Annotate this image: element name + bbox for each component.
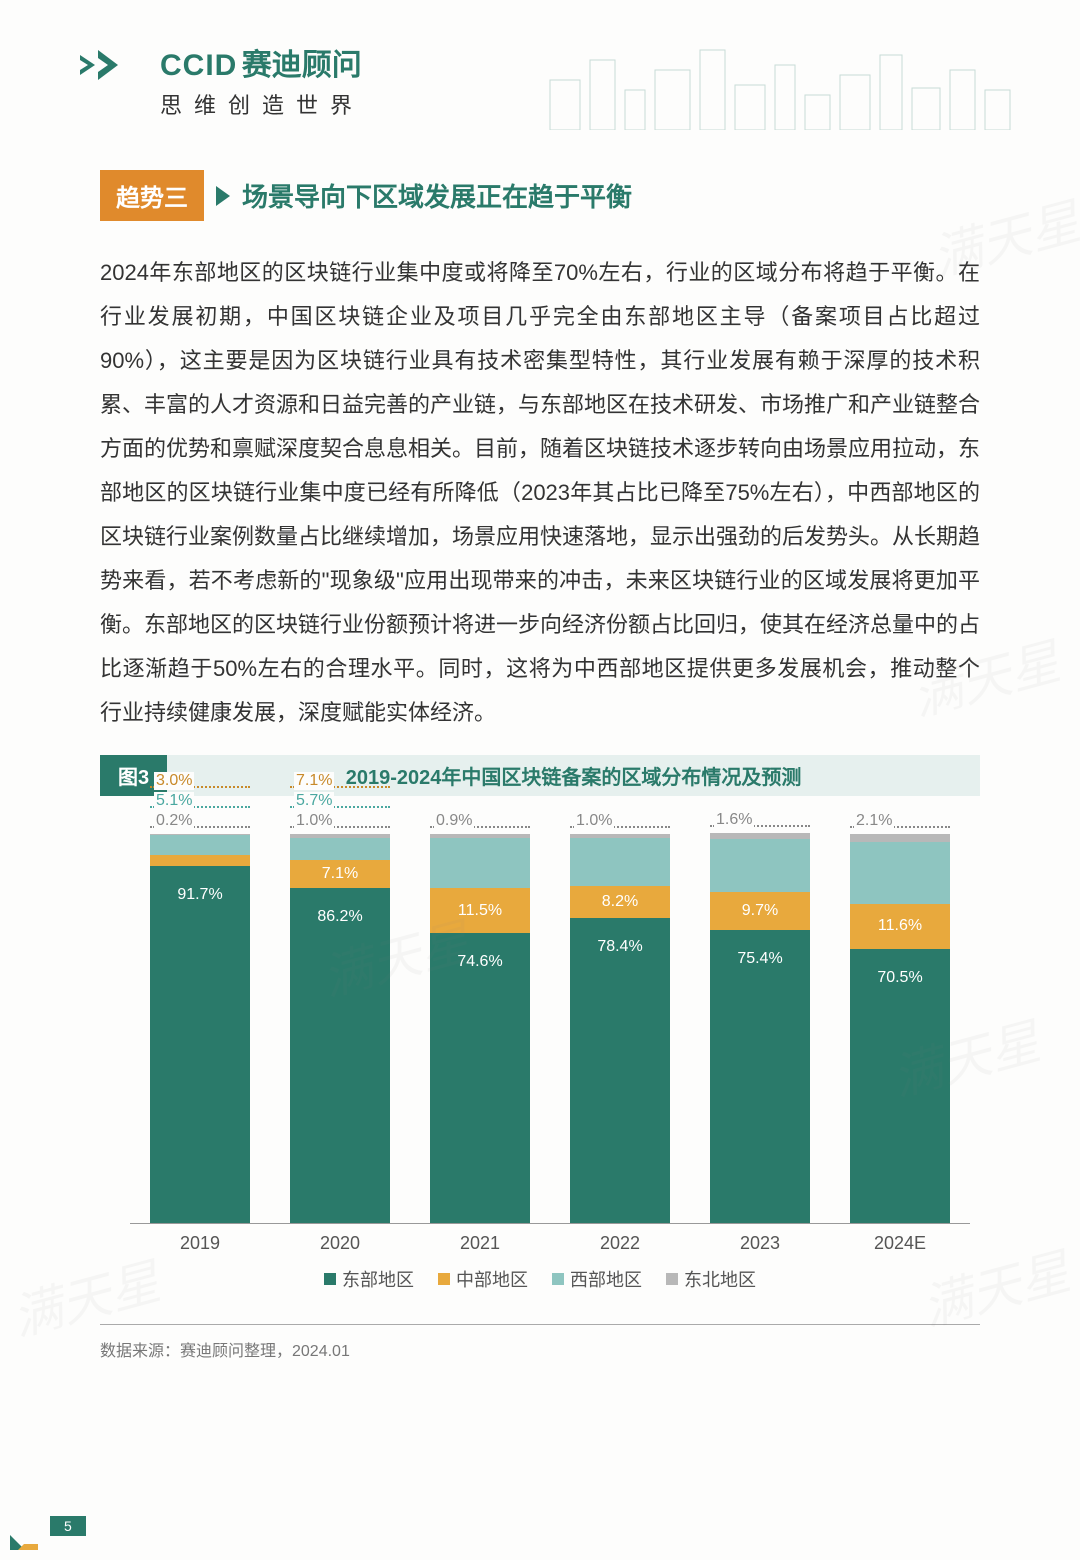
- chart-plot: 91.7%0.2%5.1%3.0%86.2%7.1%1.0%5.7%7.1%74…: [130, 834, 970, 1224]
- chart-title: 2019-2024年中国区块链备案的区域分布情况及预测: [167, 755, 980, 796]
- segment-label-above: 5.7%: [294, 792, 334, 810]
- bar-segment: [150, 855, 250, 867]
- segment-label: 8.2%: [570, 893, 670, 911]
- segment-label: 11.6%: [850, 917, 950, 935]
- segment-label-above: 1.0%: [294, 812, 334, 830]
- legend-item: 西部地区: [552, 1266, 642, 1292]
- bar-column: 91.7%0.2%5.1%3.0%: [150, 834, 250, 1224]
- bar-segment: 86.2%: [290, 888, 390, 1224]
- legend-swatch: [666, 1273, 678, 1285]
- segment-label-above: 3.0%: [154, 772, 194, 790]
- bar-segment: 75.4%: [710, 930, 810, 1224]
- bar-segment: 11.6%: [850, 904, 950, 949]
- segment-label: 74.6%: [430, 953, 530, 971]
- bar-column: 70.5%11.6%2.1%: [850, 834, 950, 1224]
- segment-label-above: 2.1%: [854, 812, 894, 830]
- chart-header: 图3 2019-2024年中国区块链备案的区域分布情况及预测: [100, 755, 980, 796]
- bar-segment: [850, 842, 950, 904]
- legend-label: 中部地区: [456, 1266, 528, 1292]
- brand-tagline: 思维创造世界: [160, 88, 364, 120]
- bar-segment: [570, 834, 670, 838]
- bar-segment: [430, 834, 530, 838]
- chart-area: 91.7%0.2%5.1%3.0%86.2%7.1%1.0%5.7%7.1%74…: [100, 804, 980, 1304]
- bar-segment: [290, 838, 390, 860]
- legend-label: 西部地区: [570, 1266, 642, 1292]
- bar-segment: [150, 835, 250, 855]
- segment-label-above: 7.1%: [294, 772, 334, 790]
- legend-label: 东部地区: [342, 1266, 414, 1292]
- bar-segment: [150, 834, 250, 835]
- bar-segment: 11.5%: [430, 888, 530, 933]
- bar-segment: 9.7%: [710, 892, 810, 930]
- bar-column: 74.6%11.5%0.9%: [430, 834, 530, 1224]
- legend-swatch: [438, 1273, 450, 1285]
- trend-header: 趋势三 场景导向下区域发展正在趋于平衡: [100, 170, 980, 221]
- x-axis-label: 2019: [150, 1233, 250, 1254]
- segment-label: 9.7%: [710, 902, 810, 920]
- chevron-right-icon: [216, 186, 230, 206]
- bar-segment: 7.1%: [290, 860, 390, 888]
- data-source: 数据来源：赛迪顾问整理，2024.01: [100, 1324, 980, 1361]
- segment-label: 11.5%: [430, 902, 530, 920]
- bar-segment: 8.2%: [570, 886, 670, 918]
- bar-segment: [430, 838, 530, 888]
- bar-segment: [850, 834, 950, 842]
- corner-decoration-icon: [10, 1520, 40, 1550]
- body-paragraph: 2024年东部地区的区块链行业集中度或将降至70%左右，行业的区域分布将趋于平衡…: [100, 251, 980, 735]
- x-axis-label: 2024E: [850, 1233, 950, 1254]
- logo-arrows-icon: [80, 40, 140, 90]
- segment-label: 91.7%: [150, 886, 250, 904]
- brand-latin: CCID: [160, 49, 237, 82]
- segment-label: 86.2%: [290, 908, 390, 926]
- bar-segment: [570, 838, 670, 886]
- chart-legend: 东部地区 中部地区 西部地区 东北地区: [100, 1266, 980, 1292]
- bar-segment: 78.4%: [570, 918, 670, 1224]
- segment-label-above: 1.6%: [714, 811, 754, 829]
- bar-column: 75.4%9.7%1.6%: [710, 833, 810, 1224]
- bar-segment: 91.7%: [150, 866, 250, 1224]
- legend-label: 东北地区: [684, 1266, 756, 1292]
- segment-label-above: 1.0%: [574, 812, 614, 830]
- brand-cn: 赛迪顾问: [242, 49, 362, 82]
- segment-label-above: 5.1%: [154, 792, 194, 810]
- x-axis-label: 2023: [710, 1233, 810, 1254]
- x-axis: 2019 2020 2021 2022 2023 2024E: [130, 1233, 970, 1254]
- segment-label-above: 0.9%: [434, 812, 474, 830]
- segment-label: 75.4%: [710, 950, 810, 968]
- segment-label-above: 0.2%: [154, 812, 194, 830]
- bar-segment: [710, 833, 810, 839]
- legend-item: 东北地区: [666, 1266, 756, 1292]
- x-axis-label: 2020: [290, 1233, 390, 1254]
- segment-label: 78.4%: [570, 938, 670, 956]
- legend-swatch: [552, 1273, 564, 1285]
- bar-segment: 70.5%: [850, 949, 950, 1224]
- bar-segment: [710, 839, 810, 892]
- legend-item: 东部地区: [324, 1266, 414, 1292]
- segment-label: 70.5%: [850, 969, 950, 987]
- segment-label: 7.1%: [290, 865, 390, 883]
- trend-title: 场景导向下区域发展正在趋于平衡: [242, 177, 632, 214]
- main-content: 趋势三 场景导向下区域发展正在趋于平衡 2024年东部地区的区块链行业集中度或将…: [0, 140, 1080, 1304]
- bar-column: 78.4%8.2%1.0%: [570, 834, 670, 1224]
- bar-segment: [290, 834, 390, 838]
- page-number: 5: [50, 1516, 86, 1536]
- legend-swatch: [324, 1273, 336, 1285]
- bar-segment: 74.6%: [430, 933, 530, 1224]
- x-axis-label: 2022: [570, 1233, 670, 1254]
- trend-badge: 趋势三: [100, 170, 204, 221]
- brand-block: CCID 赛迪顾问 思维创造世界: [160, 40, 364, 120]
- cityscape-decoration-icon: [540, 40, 1020, 130]
- x-axis-label: 2021: [430, 1233, 530, 1254]
- legend-item: 中部地区: [438, 1266, 528, 1292]
- bar-column: 86.2%7.1%1.0%5.7%7.1%: [290, 834, 390, 1224]
